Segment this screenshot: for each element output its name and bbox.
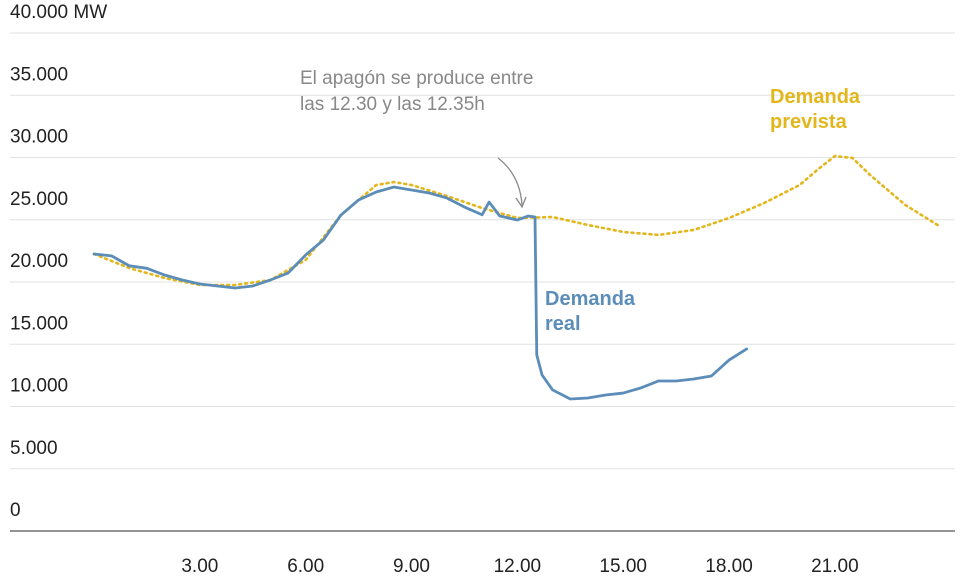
y-tick-label: 20.000 (10, 251, 68, 272)
y-tick-label: 40.000 MW (10, 2, 107, 23)
x-tick-label: 18.00 (705, 556, 753, 577)
legend-label: Demanda prevista (770, 86, 861, 133)
annotation-arrow (497, 157, 523, 206)
data-line (92, 154, 943, 287)
y-tick-label: 30.000 (10, 127, 68, 148)
x-tick-label: 15.00 (599, 556, 647, 577)
x-tick-label: 9.00 (393, 556, 430, 577)
x-tick-label: 3.00 (181, 556, 218, 577)
y-tick-label: 25.000 (10, 189, 68, 210)
y-tick-label: 10.000 (10, 376, 68, 397)
y-tick-label: 35.000 (10, 64, 68, 85)
y-tick-label: 0 (10, 500, 21, 521)
annotation: El apagón se produce entre las 12.30 y l… (300, 68, 534, 115)
legend-label: Demanda real (545, 288, 636, 335)
x-tick-label: 21.00 (811, 556, 859, 577)
y-tick-label: 5.000 (10, 438, 58, 459)
data-line (92, 185, 749, 401)
x-tick-label: 12.00 (494, 556, 542, 577)
y-tick-label: 15.000 (10, 313, 68, 334)
x-tick-label: 6.00 (287, 556, 324, 577)
annotation-arrowhead (515, 196, 527, 209)
